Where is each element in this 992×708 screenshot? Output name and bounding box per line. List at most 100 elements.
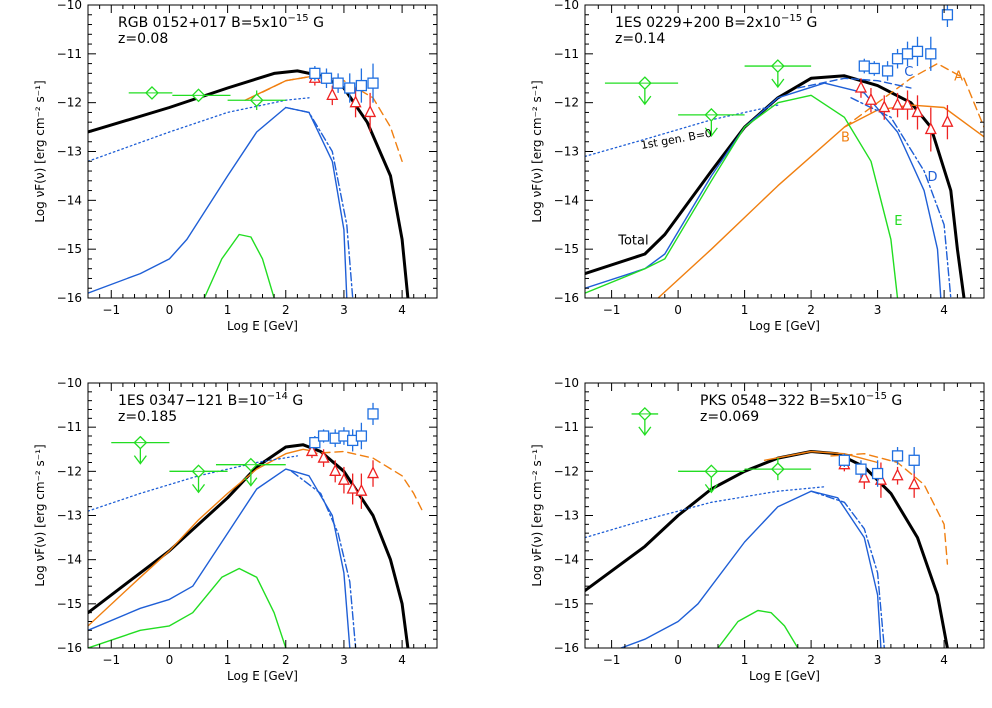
upper-limit-arrowhead [638,95,652,106]
y-tick-label: −10 [57,0,82,12]
hess-red-point [864,88,878,113]
hess-blue-point [891,48,904,69]
hess-red-point [924,107,937,152]
hess-blue-square [317,430,330,442]
hess-blue-square [838,454,850,466]
x-tick-label: 0 [166,303,174,317]
upper-limit-arrowhead [133,455,147,465]
hess-blue-point [855,460,867,478]
hess-blue-square [941,9,954,21]
hess-blue-square [871,467,884,480]
hess-red-point [366,460,380,487]
x-tick-label: 2 [282,653,290,667]
annotation-unit: G [802,15,817,31]
curve-green-solid [88,567,287,648]
y-axis-label: Log νF(ν) [erg cm⁻² s⁻¹] [530,444,544,586]
curve-label: D [927,170,937,185]
hess-blue-point [911,36,924,67]
x-tick-label: 3 [340,303,348,317]
hess-blue-point [317,429,330,443]
hess-blue-point [868,61,880,76]
hess-red-triangle [924,122,937,135]
plot-frame [87,4,438,299]
fermi-point [744,458,812,481]
curve-orange-solid [763,450,879,464]
x-tick-label: 4 [398,303,406,317]
y-tick-label: −15 [57,597,82,611]
hess-blue-point [332,73,344,93]
plot-area [585,5,984,298]
hess-blue-point [838,453,850,467]
y-tick-label: −15 [57,242,82,256]
hess-red-triangle [349,95,362,108]
curve-label: C [904,65,913,80]
annotation-line-2: z=0.08 [118,31,168,47]
fermi-point [227,90,286,110]
plot-frame [87,382,438,649]
fermi-point [111,435,170,465]
curve-orange-dashed [830,453,949,565]
hess-blue-point [901,41,914,67]
hess-red-point [941,105,954,140]
hess-blue-point [858,58,870,74]
curve-blue-solid [88,468,351,648]
curve-blue-solid [585,82,942,298]
curve-label: E [894,214,902,229]
curve-blue-dotted [88,97,310,162]
x-tick-label: 3 [874,303,882,317]
annotation-unit: G [288,393,303,409]
hess-blue-point [355,68,368,103]
curve-total [585,450,949,648]
x-tick-label: 3 [874,653,882,667]
x-tick-label: 3 [340,653,348,667]
curve-blue-solid [619,490,882,648]
y-axis-label: Log νF(ν) [erg cm⁻² s⁻¹] [33,444,47,586]
curve-green-solid [585,94,899,298]
hess-blue-square [320,72,333,84]
hess-red-point [901,90,914,120]
curve-blue-dashdot [285,106,354,298]
x-tick-label: −1 [603,303,621,317]
curve-blue-dashdot [850,97,952,298]
y-tick-label: −12 [554,464,579,478]
curve-blue-dotted [88,455,299,512]
hess-blue-square [911,45,924,58]
hess-red-point [355,473,368,509]
hess-blue-square [901,48,914,60]
hess-red-point [346,473,359,505]
y-tick-label: −12 [57,96,82,110]
y-axis-label: Log νF(ν) [erg cm⁻² s⁻¹] [530,80,544,222]
fermi-point [169,464,228,494]
hess-red-triangle [329,463,342,476]
fermi-point [604,76,679,106]
annotation-line-1: RGB 0152+017 B=5x10−15 G [118,13,324,31]
curve-blue-dashdot [290,470,357,648]
hess-red-point [326,85,339,106]
hess-blue-square [891,53,904,65]
x-tick-label: −1 [102,303,120,317]
curve-total [88,69,410,298]
upper-limit-arrowhead [704,483,718,494]
curve-label: B [841,131,850,146]
hess-blue-point [908,447,920,474]
upper-limit-arrowhead [771,78,785,89]
plot-area [585,406,949,648]
hess-blue-point [925,36,937,71]
x-tick-label: 1 [224,653,232,667]
hess-blue-square [332,77,344,89]
hess-red-point [878,95,891,120]
curve-orange-dashed [308,450,424,512]
hess-red-point [329,460,342,483]
hess-red-point [854,78,868,98]
curve-blue-solid [88,106,348,298]
curve-total [585,74,966,298]
plot-area [88,402,424,648]
x-tick-label: 1 [741,653,749,667]
hess-blue-square [309,67,321,80]
y-tick-label: −16 [554,641,579,655]
y-axis-label: Log νF(ν) [erg cm⁻² s⁻¹] [33,80,47,222]
annotation-exponent: −15 [781,13,802,24]
hess-red-point [891,92,904,118]
hess-red-triangle [858,470,871,483]
hess-red-point [337,466,350,494]
